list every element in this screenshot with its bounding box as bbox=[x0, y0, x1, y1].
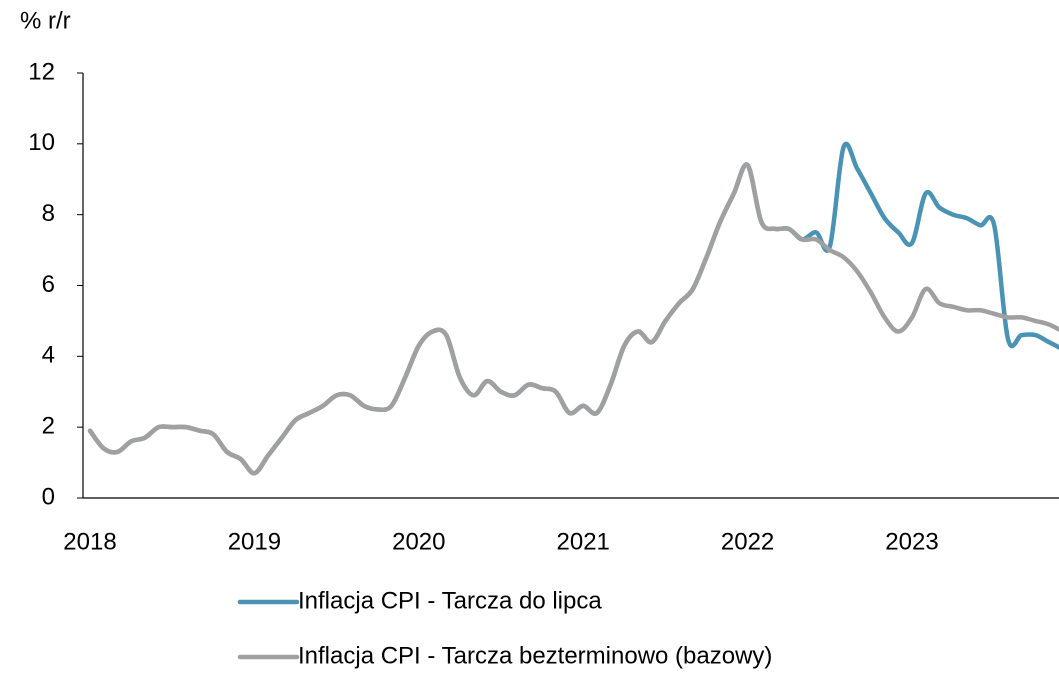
y-tick-label: 0 bbox=[42, 483, 55, 510]
x-tick-label: 2020 bbox=[392, 528, 445, 555]
y-tick-label: 2 bbox=[42, 413, 55, 440]
y-tick-label: 10 bbox=[28, 129, 55, 156]
series-line bbox=[87, 162, 1059, 476]
y-tick-label: 6 bbox=[42, 271, 55, 298]
y-tick-label: 4 bbox=[42, 342, 55, 369]
y-tick-label: 12 bbox=[28, 58, 55, 85]
x-tick-label: 2022 bbox=[721, 528, 774, 555]
x-tick-label: 2021 bbox=[557, 528, 610, 555]
legend-label: Inflacja CPI - Tarcza do lipca bbox=[298, 587, 602, 614]
legend-label: Inflacja CPI - Tarcza bezterminowo (bazo… bbox=[298, 642, 772, 669]
x-tick-label: 2018 bbox=[63, 528, 116, 555]
x-tick-label: 2023 bbox=[885, 528, 938, 555]
y-tick-label: 8 bbox=[42, 200, 55, 227]
series-line bbox=[87, 141, 1059, 476]
x-tick-label: 2019 bbox=[228, 528, 281, 555]
y-axis-label: % r/r bbox=[20, 7, 71, 34]
